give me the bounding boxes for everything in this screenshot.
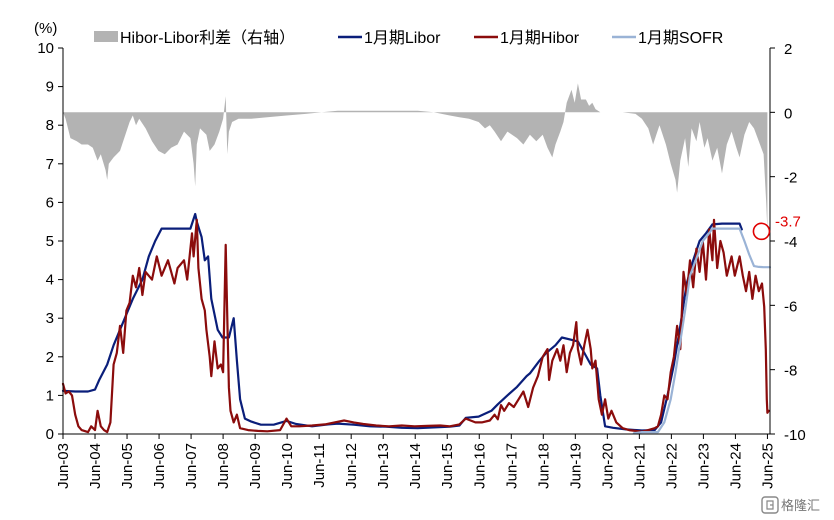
x-tick-label: Jun-19 <box>567 443 584 489</box>
spread-area-series <box>63 83 768 232</box>
y-left-tick-label: 5 <box>46 233 54 250</box>
watermark-text: 格隆汇 <box>781 498 820 513</box>
y-right-tick-label: 2 <box>784 41 792 58</box>
y-left-tick-label: 10 <box>37 40 54 57</box>
legend-label: 1月期Libor <box>364 29 441 47</box>
y-right-tick-label: -8 <box>784 363 797 380</box>
x-tick-label: Jun-03 <box>55 443 72 489</box>
x-tick-label: Jun-11 <box>311 443 328 488</box>
watermark-logo-mark <box>766 500 774 510</box>
chart-axes <box>58 47 775 439</box>
y-left-tick-label: 1 <box>46 387 54 404</box>
y-left-tick-label: 6 <box>46 194 54 211</box>
y-left-tick-label: 9 <box>46 79 54 96</box>
x-tick-label: Jun-25 <box>759 443 776 489</box>
y-right-tick-label: -4 <box>784 234 797 251</box>
rate-line-series <box>61 212 772 435</box>
x-tick-label: Jun-09 <box>247 443 264 489</box>
y-left-tick-label: 0 <box>46 426 54 443</box>
x-tick-label: Jun-15 <box>439 443 456 489</box>
y-right-tick-label: -6 <box>784 298 797 315</box>
x-tick-label: Jun-22 <box>663 443 680 489</box>
x-tick-label: Jun-12 <box>343 443 360 489</box>
x-tick-label: Jun-21 <box>631 443 648 489</box>
x-tick-label: Jun-07 <box>183 443 200 489</box>
legend-swatch-area <box>94 31 118 42</box>
y-left-unit-label: (%) <box>34 20 57 37</box>
libor-line <box>61 212 743 432</box>
annotation-circle <box>752 222 771 241</box>
spread-area <box>63 83 768 232</box>
x-tick-label: Jun-20 <box>599 443 616 489</box>
y-right-tick-label: -2 <box>784 170 797 187</box>
x-tick-label: Jun-10 <box>279 443 296 489</box>
x-tick-label: Jun-17 <box>503 443 520 489</box>
x-tick-label: Jun-04 <box>87 443 104 489</box>
y-left-tick-label: 7 <box>46 156 54 173</box>
x-tick-label: Jun-08 <box>215 443 232 489</box>
chart-annotation: -3.7 <box>752 213 801 241</box>
legend-label: 1月期SOFR <box>638 29 723 47</box>
annotation-label: -3.7 <box>775 213 801 230</box>
x-tick-label: Jun-05 <box>119 443 136 489</box>
x-tick-label: Jun-13 <box>375 443 392 489</box>
watermark: 格隆汇 <box>761 496 820 514</box>
watermark-logo-icon <box>761 496 779 514</box>
y-left-tick-label: 2 <box>46 349 54 366</box>
x-tick-label: Jun-14 <box>407 443 424 489</box>
y-right-tick-label: 0 <box>784 105 792 122</box>
x-tick-label: Jun-06 <box>151 443 168 489</box>
y-right-tick-label: -10 <box>784 427 806 444</box>
x-tick-label: Jun-16 <box>471 443 488 489</box>
x-tick-label: Jun-24 <box>727 443 744 489</box>
chart-legend: Hibor-Libor利差（右轴） 1月期Libor 1月期Hibor 1月期SOFR <box>94 29 723 47</box>
y-left-tick-label: 8 <box>46 117 54 134</box>
legend-label: 1月期Hibor <box>500 29 580 47</box>
tick-labels: 0 1 2 3 4 5 6 7 8 9 10 (%) -10 -8 -6 -4 -2 0 2 Jun-03 Jun-04… <box>34 20 806 489</box>
x-tick-label: Jun-23 <box>695 443 712 489</box>
hibor-line <box>61 218 770 434</box>
sofr-line <box>632 227 772 435</box>
legend-label: Hibor-Libor利差（右轴） <box>120 29 295 47</box>
y-left-tick-label: 4 <box>46 272 54 289</box>
x-tick-label: Jun-18 <box>535 443 552 489</box>
y-left-tick-label: 3 <box>46 310 54 327</box>
